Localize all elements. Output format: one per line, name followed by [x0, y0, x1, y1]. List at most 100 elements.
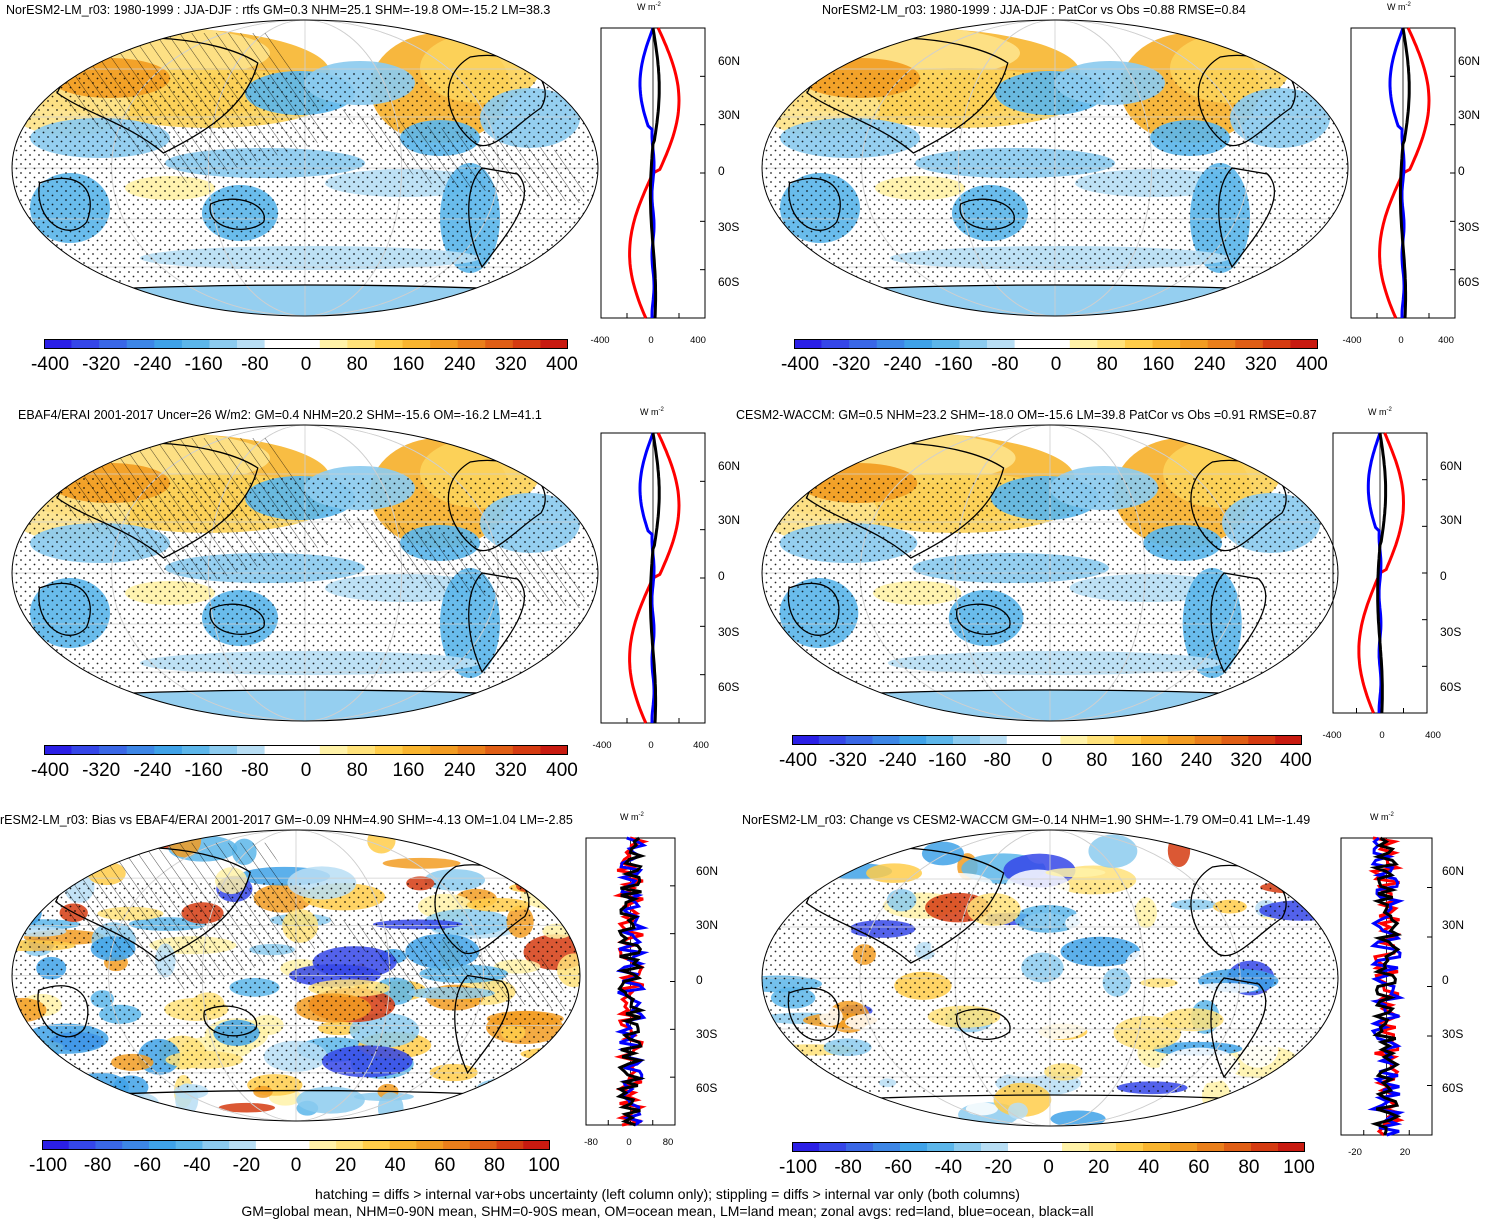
- colorbar-tick-label: 160: [1131, 750, 1163, 772]
- colorbar-swatch: [1015, 339, 1043, 349]
- units-label: W m-2: [640, 407, 664, 417]
- field-region: [253, 1086, 272, 1098]
- colorbar-swatch: [1070, 339, 1098, 349]
- field-region: [1216, 1095, 1292, 1120]
- colorbar-tick-label: -80: [241, 760, 268, 782]
- lat-tick-label: 60S: [718, 680, 739, 694]
- colorbar-swatch: [44, 745, 72, 755]
- colorbar: [42, 1140, 550, 1150]
- colorbar-tick-label: 0: [1043, 1157, 1054, 1179]
- colorbar-swatch: [819, 1142, 846, 1152]
- zonal-mean-plot: [583, 828, 683, 1130]
- colorbar-tick-label: 100: [528, 1155, 560, 1177]
- panel-6: NorESM2-LM_r03: Change vs CESM2-WACCM GM…: [750, 810, 1495, 1160]
- colorbar-swatch: [416, 1140, 443, 1150]
- colorbar-swatch: [69, 1140, 96, 1150]
- panel-1: NorESM2-LM_r03: 1980-1999 : JJA-DJF : rt…: [0, 0, 750, 400]
- colorbar-swatch: [458, 339, 486, 349]
- colorbar-tick-label: -400: [781, 354, 819, 376]
- colorbar-swatch: [1197, 1142, 1224, 1152]
- field-region: [1258, 1096, 1322, 1125]
- lat-tick-label: 60N: [1440, 459, 1462, 473]
- colorbar-swatch: [265, 339, 293, 349]
- field-region: [1045, 868, 1105, 877]
- field-region: [834, 838, 860, 864]
- colorbar-swatch: [375, 339, 403, 349]
- colorbar-swatch: [873, 1142, 900, 1152]
- colorbar-swatch: [1224, 1142, 1251, 1152]
- zonal-x-axis: -400 0 400: [1330, 730, 1435, 742]
- zonal-x-tick-label: 400: [690, 335, 706, 346]
- field-region: [1234, 832, 1318, 865]
- panel-2: NorESM2-LM_r03: 1980-1999 : JJA-DJF : Pa…: [750, 0, 1495, 400]
- lat-tick-label: 60N: [718, 459, 740, 473]
- field-region: [10, 1093, 42, 1119]
- colorbar-swatch: [485, 745, 513, 755]
- lat-tick-label: 30N: [1442, 918, 1464, 932]
- lat-axis: 60N 30N 0 30S 60S: [1440, 423, 1480, 718]
- colorbar-swatch: [292, 745, 320, 755]
- colorbar-tick-label: 400: [1296, 354, 1328, 376]
- colorbar-swatch: [1062, 1142, 1089, 1152]
- units-label: W m-2: [620, 812, 644, 822]
- colorbar-tick-label: 40: [385, 1155, 406, 1177]
- zonal-mean-plot: [1348, 18, 1463, 323]
- colorbar-swatch: [513, 339, 541, 349]
- colorbar-tick-label: 80: [1238, 1157, 1259, 1179]
- field-region: [1290, 828, 1319, 837]
- colorbar-tick-label: 80: [484, 1155, 505, 1177]
- units-label: W m-2: [1387, 2, 1411, 12]
- colorbar-swatch: [1275, 735, 1302, 745]
- lat-tick-label: 0: [718, 164, 725, 178]
- map-plot: [760, 423, 1340, 723]
- field-region: [500, 828, 529, 855]
- colorbar-swatch: [237, 339, 265, 349]
- lat-tick-label: 60N: [1442, 864, 1464, 878]
- colorbar-swatch: [873, 735, 900, 745]
- colorbar-tick-label: 40: [1138, 1157, 1159, 1179]
- colorbar-tick-label: -100: [779, 1157, 817, 1179]
- field-region: [787, 1078, 816, 1094]
- colorbar-tick-label: -80: [983, 750, 1010, 772]
- footer-note-1: hatching = diffs > internal var+obs unce…: [0, 1186, 1415, 1202]
- zonal-x-tick-label: -20: [1348, 1147, 1362, 1158]
- panel-title: NorESM2-LM_r03: Change vs CESM2-WACCM GM…: [742, 813, 1310, 827]
- field-region: [10, 828, 56, 836]
- colorbar-swatch: [320, 339, 348, 349]
- colorbar-tick-label: -400: [31, 760, 69, 782]
- zonal-mean-plot: [1338, 828, 1440, 1140]
- colorbar-tick-label: 160: [393, 760, 425, 782]
- field-region: [783, 1074, 834, 1096]
- colorbar-swatch: [1060, 735, 1087, 745]
- zonal-x-tick-label: -400: [1322, 730, 1341, 741]
- colorbar-swatch: [256, 1140, 283, 1150]
- zonal-x-tick-label: 0: [648, 740, 653, 751]
- colorbar-swatch: [523, 1140, 550, 1150]
- colorbar-tick-label: 400: [546, 760, 578, 782]
- colorbar-swatch: [1087, 735, 1114, 745]
- panel-title: NorESM2-LM_r03: 1980-1999 : JJA-DJF : rt…: [6, 3, 550, 17]
- colorbar-swatch: [846, 735, 873, 745]
- colorbar-swatch: [1235, 339, 1263, 349]
- zonal-x-tick-label: 400: [1425, 730, 1441, 741]
- colorbar-swatch: [980, 735, 1007, 745]
- field-region: [760, 857, 798, 871]
- field-region: [760, 1109, 816, 1121]
- colorbar-tick-label: 0: [1042, 750, 1053, 772]
- colorbar-tick-label: -40: [183, 1155, 210, 1177]
- colorbar-tick-label: 0: [301, 354, 312, 376]
- colorbar-tick-label: -160: [185, 354, 223, 376]
- map-plot: [10, 18, 600, 318]
- colorbar-tick-label: -400: [779, 750, 817, 772]
- colorbar-swatch: [403, 745, 431, 755]
- field-region: [866, 863, 922, 883]
- colorbar-tick-label: -240: [883, 354, 921, 376]
- colorbar-swatch: [1170, 1142, 1197, 1152]
- colorbar-tick-label: 160: [393, 354, 425, 376]
- colorbar-swatch: [122, 1140, 149, 1150]
- units-label: W m-2: [637, 2, 661, 12]
- colorbar-swatch: [283, 1140, 310, 1150]
- lat-tick-label: 60N: [696, 864, 718, 878]
- colorbar-tick-label: 80: [347, 760, 368, 782]
- colorbar-swatch: [390, 1140, 417, 1150]
